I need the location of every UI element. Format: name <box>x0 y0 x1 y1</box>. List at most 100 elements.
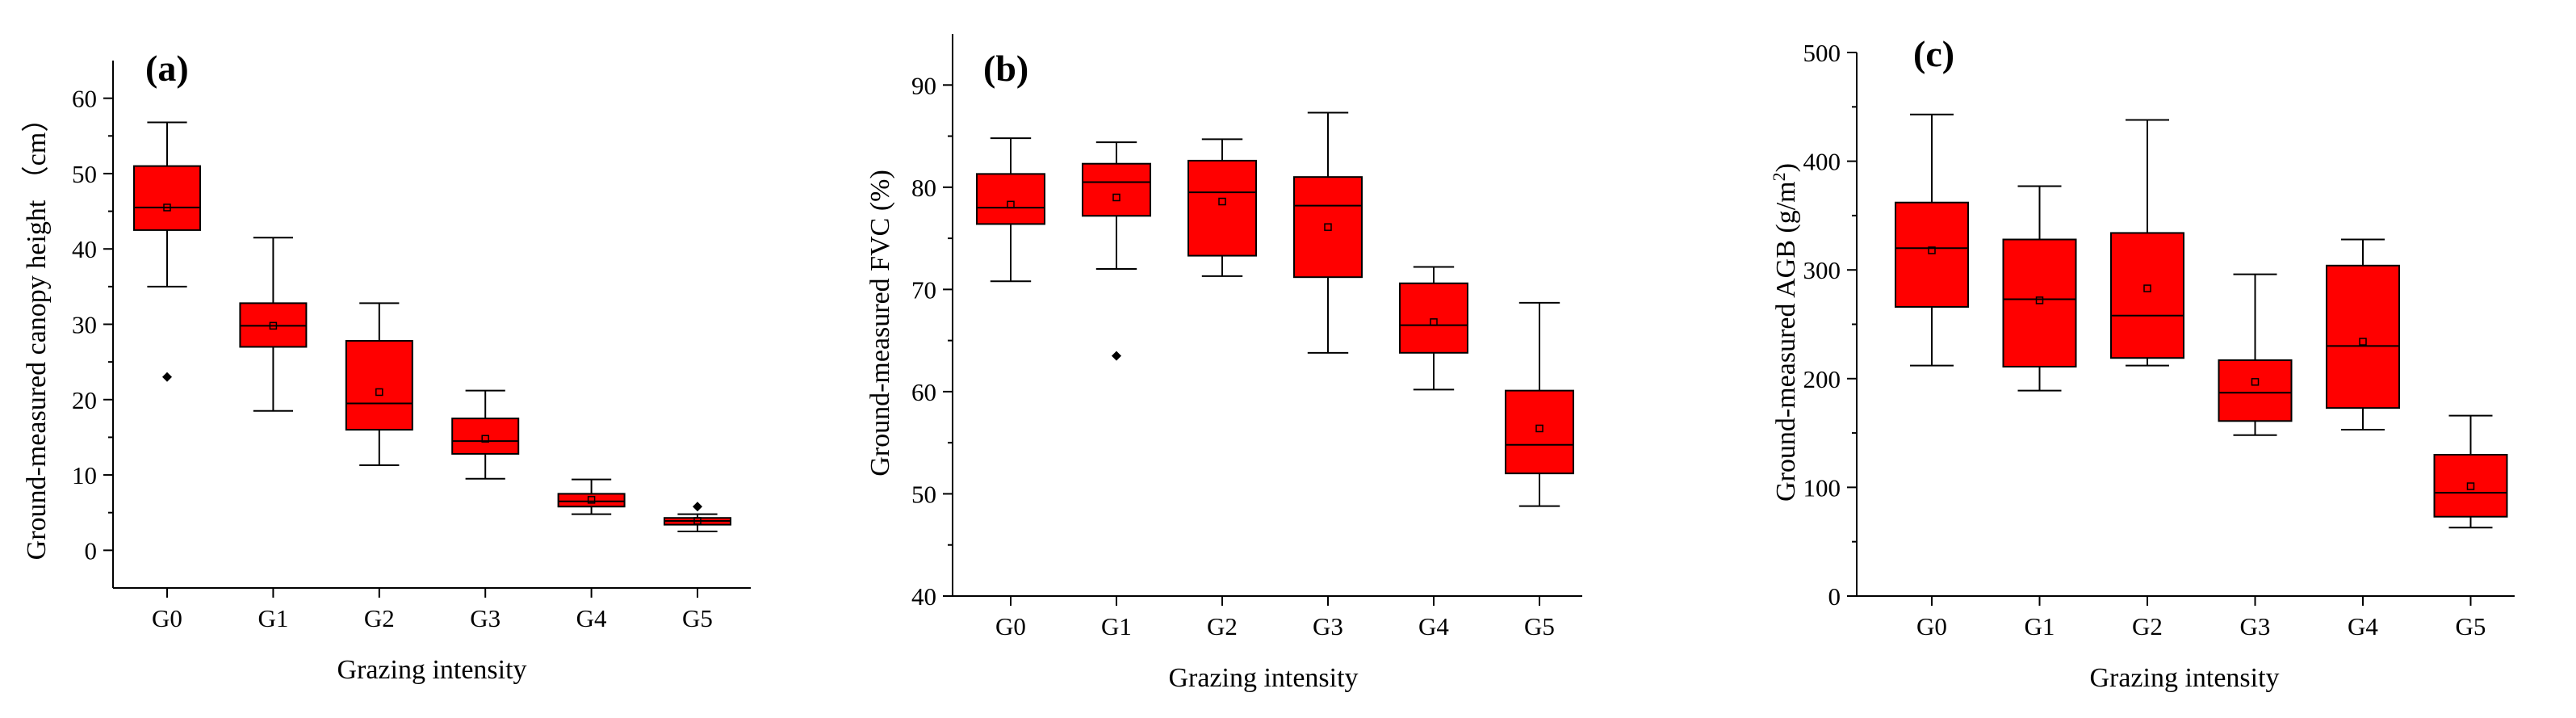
y-axis-label-text: Ground-measured AGB (g/m <box>1771 181 1801 502</box>
box-g1 <box>239 237 308 412</box>
iqr-box <box>976 173 1045 225</box>
y-tick-label: 50 <box>72 160 97 188</box>
y-axis-label: Ground-measured FVC (%) <box>865 170 895 477</box>
mean-marker <box>1324 223 1332 231</box>
x-tick-label: G1 <box>258 604 288 632</box>
x-tick-label: G1 <box>1101 612 1132 640</box>
y-tick-label: 40 <box>72 235 97 263</box>
iqr-box <box>1399 282 1468 354</box>
y-tick-label: 70 <box>911 275 936 304</box>
iqr-box <box>2326 264 2400 409</box>
y-tick-label: 400 <box>1803 148 1841 176</box>
mean-marker <box>163 204 171 212</box>
box-g0 <box>976 137 1045 283</box>
iqr-box <box>2110 232 2184 359</box>
outlier-point <box>1112 351 1121 361</box>
mean-marker <box>2359 338 2367 346</box>
x-axis-label: Grazing intensity <box>2089 663 2279 693</box>
y-axis-label-text: Ground-measured canopy height （cm） <box>21 105 52 561</box>
x-tick-label: G2 <box>364 604 395 632</box>
x-tick-label: G0 <box>152 604 182 632</box>
x-tick-label: G5 <box>682 604 713 632</box>
iqr-box <box>345 340 413 431</box>
x-tick-label: G2 <box>1207 612 1238 640</box>
x-tick-label: G5 <box>2456 612 2486 640</box>
box-g4 <box>1399 266 1468 391</box>
x-tick-label: G4 <box>576 604 607 632</box>
panel-label: (c) <box>1913 33 1954 74</box>
iqr-box <box>2218 359 2293 422</box>
x-tick-label: G0 <box>995 612 1026 640</box>
x-tick-label: G3 <box>1313 612 1343 640</box>
y-tick-label: 60 <box>72 85 97 113</box>
box-g1 <box>1082 141 1151 361</box>
panel-label: (a) <box>145 48 189 89</box>
y-axis-label-text: Ground-measured FVC (%) <box>865 170 895 477</box>
iqr-box <box>1895 201 1969 308</box>
y-tick-label: 60 <box>911 378 936 406</box>
y-tick-label: 20 <box>72 386 97 414</box>
box-g2 <box>2110 119 2184 367</box>
iqr-box <box>1082 162 1151 217</box>
x-tick-label: G1 <box>2025 612 2055 640</box>
mean-marker <box>375 388 383 397</box>
box-g3 <box>2218 273 2293 436</box>
y-tick-label: 100 <box>1803 473 1841 502</box>
mean-marker <box>1430 318 1438 326</box>
chart-panel-2: 40 50 60 70 80 90 G0 G1 G2 G3 G4 G5 (b) Grazing inten… <box>865 34 1582 693</box>
box-g0 <box>1895 113 1969 367</box>
x-tick-label: G3 <box>470 604 501 632</box>
y-tick-label: 300 <box>1803 256 1841 284</box>
iqr-box <box>2433 454 2508 518</box>
iqr-box <box>1187 159 1257 257</box>
chart-panel-3: 0 100 200 300 400 500 G0 G1 G2 G3 G4 G5 (c) Grazing i… <box>1769 33 2515 693</box>
box-g5 <box>1505 301 1574 507</box>
y-axis-label: Ground-measured canopy height （cm） <box>21 105 52 561</box>
box-g2 <box>345 302 413 466</box>
panel-label: (b) <box>983 48 1028 89</box>
outlier-point <box>693 502 702 512</box>
mean-marker <box>1218 197 1226 206</box>
mean-marker <box>2251 378 2260 386</box>
x-tick-label: G4 <box>1418 612 1449 640</box>
box-g0 <box>133 121 201 382</box>
mean-marker <box>2035 296 2044 304</box>
y-tick-label: 80 <box>911 174 936 202</box>
box-g3 <box>1293 111 1363 354</box>
outlier-point <box>162 372 172 382</box>
chart-panel-1: 0 10 20 30 40 50 60 G0 G1 G2 G3 G4 G5 (a) Grazing inte… <box>21 48 751 685</box>
x-axis-label: Grazing intensity <box>1168 663 1358 693</box>
x-axis-label: Grazing intensity <box>337 655 526 685</box>
box-g2 <box>1187 138 1257 277</box>
iqr-box <box>1293 176 1363 279</box>
mean-marker <box>481 435 489 443</box>
y-tick-label: 10 <box>72 461 97 489</box>
y-tick-label: 50 <box>911 480 936 508</box>
y-tick-label: 0 <box>85 536 98 565</box>
mean-marker <box>1535 424 1544 433</box>
mean-marker <box>1112 193 1120 202</box>
y-tick-label: 200 <box>1803 365 1841 393</box>
mean-marker <box>2143 284 2151 292</box>
mean-marker <box>1007 200 1015 209</box>
mean-marker <box>269 321 278 330</box>
box-g4 <box>2326 238 2400 431</box>
y-tick-label: 90 <box>911 71 936 99</box>
y-axis-label-suffix: ) <box>1771 163 1801 172</box>
x-tick-label: G4 <box>2348 612 2378 640</box>
mean-marker <box>2466 482 2475 490</box>
y-tick-label: 40 <box>911 582 936 611</box>
box-g5 <box>2433 414 2508 529</box>
y-tick-label: 30 <box>72 311 97 339</box>
box-g3 <box>451 389 520 480</box>
y-axis-label-superscript: 2 <box>1769 172 1789 181</box>
y-tick-label: 500 <box>1803 39 1841 67</box>
box-g4 <box>557 478 626 515</box>
mean-marker <box>587 496 596 504</box>
x-tick-label: G3 <box>2240 612 2271 640</box>
x-tick-label: G5 <box>1524 612 1555 640</box>
box-g5 <box>664 502 731 533</box>
mean-marker <box>693 517 702 525</box>
